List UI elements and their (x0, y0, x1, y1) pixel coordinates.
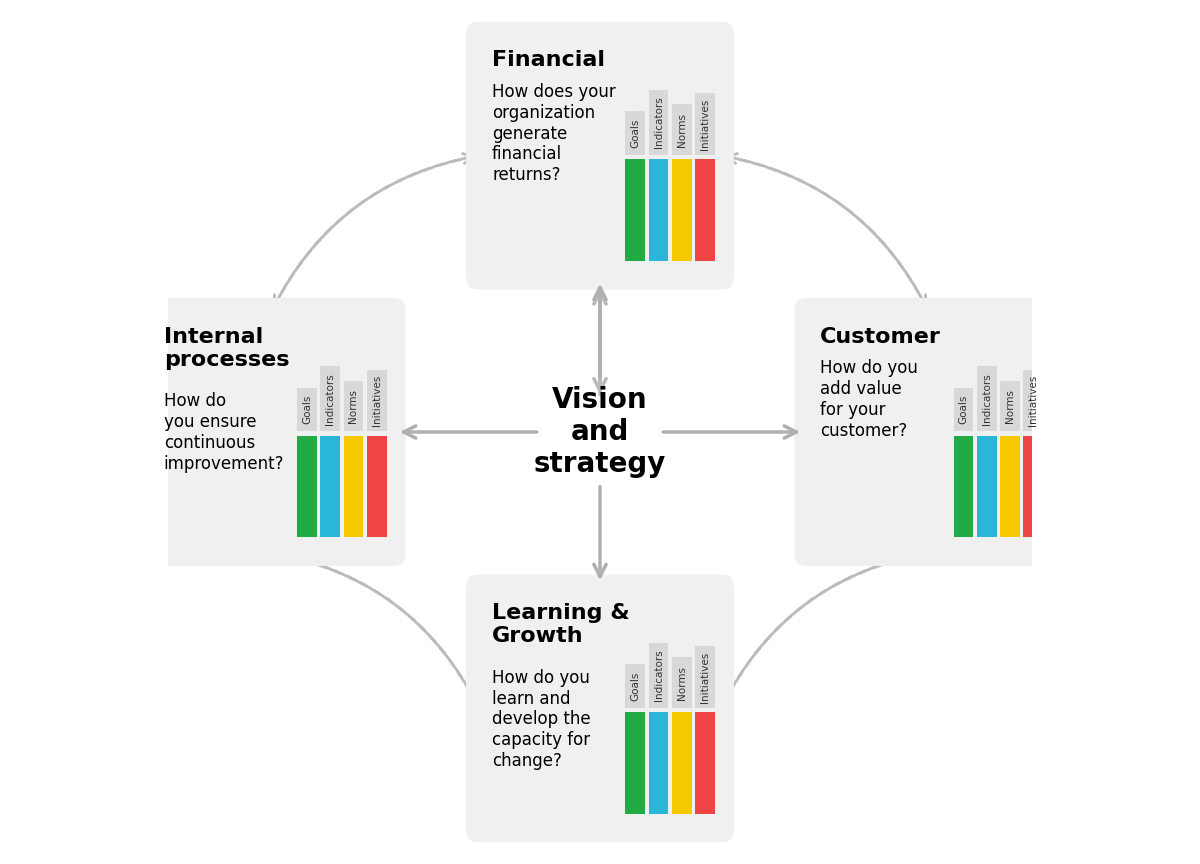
Bar (298, 435, 317, 537)
Text: Goals: Goals (630, 671, 641, 701)
Text: Norms: Norms (348, 389, 359, 423)
Text: Financial: Financial (492, 50, 605, 70)
Bar (695, 159, 715, 261)
FancyBboxPatch shape (954, 388, 973, 431)
Bar (625, 159, 646, 261)
Text: How do you
learn and
develop the
capacity for
change?: How do you learn and develop the capacit… (492, 669, 590, 770)
FancyBboxPatch shape (138, 298, 406, 566)
FancyBboxPatch shape (625, 111, 646, 155)
Text: How do you
add value
for your
customer?: How do you add value for your customer? (821, 359, 918, 440)
FancyBboxPatch shape (1001, 381, 1020, 431)
Bar (1001, 435, 1020, 537)
Bar (1024, 435, 1043, 537)
Text: Learning &
Growth: Learning & Growth (492, 603, 630, 646)
Bar (343, 435, 364, 537)
FancyBboxPatch shape (672, 105, 691, 155)
FancyBboxPatch shape (695, 93, 715, 155)
FancyBboxPatch shape (298, 388, 317, 431)
Text: Initiatives: Initiatives (1028, 375, 1038, 426)
Bar (977, 435, 997, 537)
Bar (649, 712, 668, 814)
Text: How do
you ensure
continuous
improvement?: How do you ensure continuous improvement… (163, 392, 284, 473)
Bar (320, 435, 340, 537)
Text: Indicators: Indicators (654, 650, 664, 702)
Text: Goals: Goals (302, 395, 312, 424)
Text: Internal
processes: Internal processes (163, 327, 289, 370)
FancyBboxPatch shape (672, 658, 691, 708)
FancyBboxPatch shape (695, 646, 715, 708)
FancyBboxPatch shape (343, 381, 364, 431)
Text: Indicators: Indicators (654, 97, 664, 149)
FancyBboxPatch shape (466, 22, 734, 289)
FancyBboxPatch shape (977, 366, 997, 431)
Text: Norms: Norms (677, 665, 686, 700)
Text: Norms: Norms (1006, 389, 1015, 423)
FancyBboxPatch shape (794, 298, 1062, 566)
Text: Goals: Goals (630, 118, 641, 148)
Text: Initiatives: Initiatives (700, 651, 710, 702)
Text: How does your
organization
generate
financial
returns?: How does your organization generate fina… (492, 83, 616, 184)
Bar (625, 712, 646, 814)
Text: Customer: Customer (821, 327, 941, 346)
FancyBboxPatch shape (367, 370, 386, 431)
FancyBboxPatch shape (320, 366, 340, 431)
FancyBboxPatch shape (466, 575, 734, 842)
Bar (672, 159, 691, 261)
Bar (649, 159, 668, 261)
Text: Goals: Goals (959, 395, 968, 424)
Bar (954, 435, 973, 537)
Bar (695, 712, 715, 814)
FancyBboxPatch shape (625, 664, 646, 708)
Text: Indicators: Indicators (982, 373, 992, 425)
Text: Initiatives: Initiatives (700, 98, 710, 149)
Text: Vision
and
strategy: Vision and strategy (534, 385, 666, 479)
FancyBboxPatch shape (1024, 370, 1043, 431)
Text: Initiatives: Initiatives (372, 375, 382, 426)
FancyBboxPatch shape (649, 90, 668, 155)
FancyBboxPatch shape (649, 643, 668, 708)
Text: Indicators: Indicators (325, 373, 335, 425)
Bar (367, 435, 386, 537)
Bar (672, 712, 691, 814)
Text: Norms: Norms (677, 112, 686, 147)
